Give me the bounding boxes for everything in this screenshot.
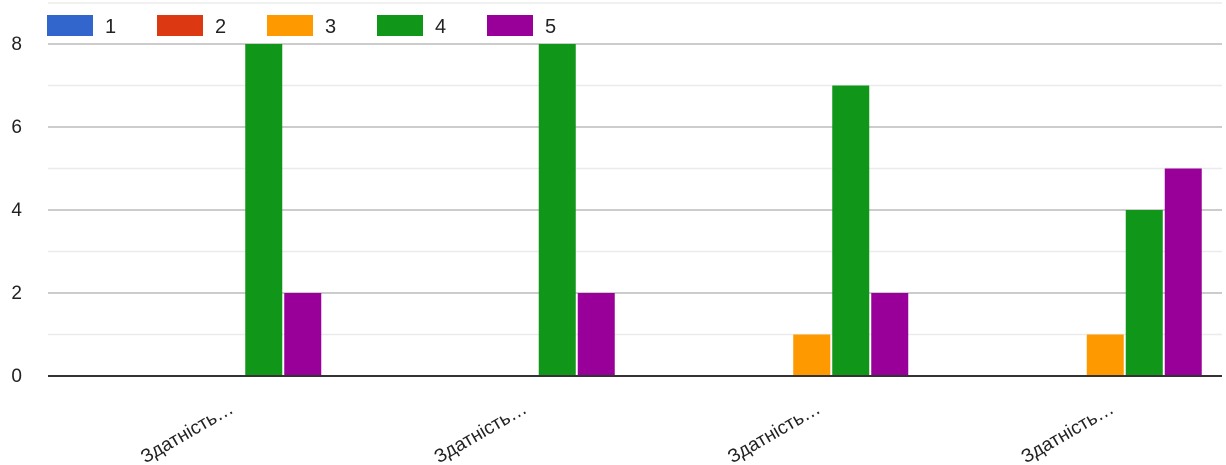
legend-swatch [267, 15, 313, 36]
y-tick-label: 0 [11, 366, 22, 387]
y-tick-label: 8 [11, 34, 22, 55]
legend: 1 2 3 4 5 [47, 15, 556, 38]
bar-series-4-cat-1 [245, 44, 282, 376]
legend-label: 2 [215, 16, 226, 38]
bar-series-4-cat-4 [1126, 210, 1163, 376]
x-tick-label: Здатність… [1018, 398, 1118, 465]
bar-series-5-cat-4 [1165, 169, 1202, 377]
y-tick-label: 2 [11, 283, 22, 304]
legend-label: 5 [545, 16, 556, 38]
legend-label: 3 [325, 16, 336, 38]
x-axis-ticks: Здатність… Здатність… Здатність… Здатність… [137, 398, 1117, 465]
bar-series-5-cat-1 [284, 293, 321, 376]
bar-series-3-cat-3 [793, 335, 830, 377]
bar-series-4-cat-3 [832, 86, 869, 377]
bar-series-5-cat-3 [871, 293, 908, 376]
gridlines [48, 3, 1222, 335]
bar-series-5-cat-2 [578, 293, 615, 376]
bar-series-3-cat-4 [1087, 335, 1124, 377]
y-axis-ticks: 0 2 4 6 8 [11, 34, 22, 387]
bar-series-4-cat-2 [539, 44, 576, 376]
legend-label: 1 [105, 16, 116, 38]
x-tick-label: Здатність… [431, 398, 531, 465]
legend-swatch [377, 15, 423, 36]
legend-label: 4 [435, 16, 446, 38]
x-tick-label: Здатність… [724, 398, 824, 465]
legend-swatch [487, 15, 533, 36]
legend-swatch [157, 15, 203, 36]
x-tick-label: Здатність… [137, 398, 237, 465]
y-tick-label: 4 [11, 200, 22, 221]
y-tick-label: 6 [11, 117, 22, 138]
legend-swatch [47, 15, 93, 36]
